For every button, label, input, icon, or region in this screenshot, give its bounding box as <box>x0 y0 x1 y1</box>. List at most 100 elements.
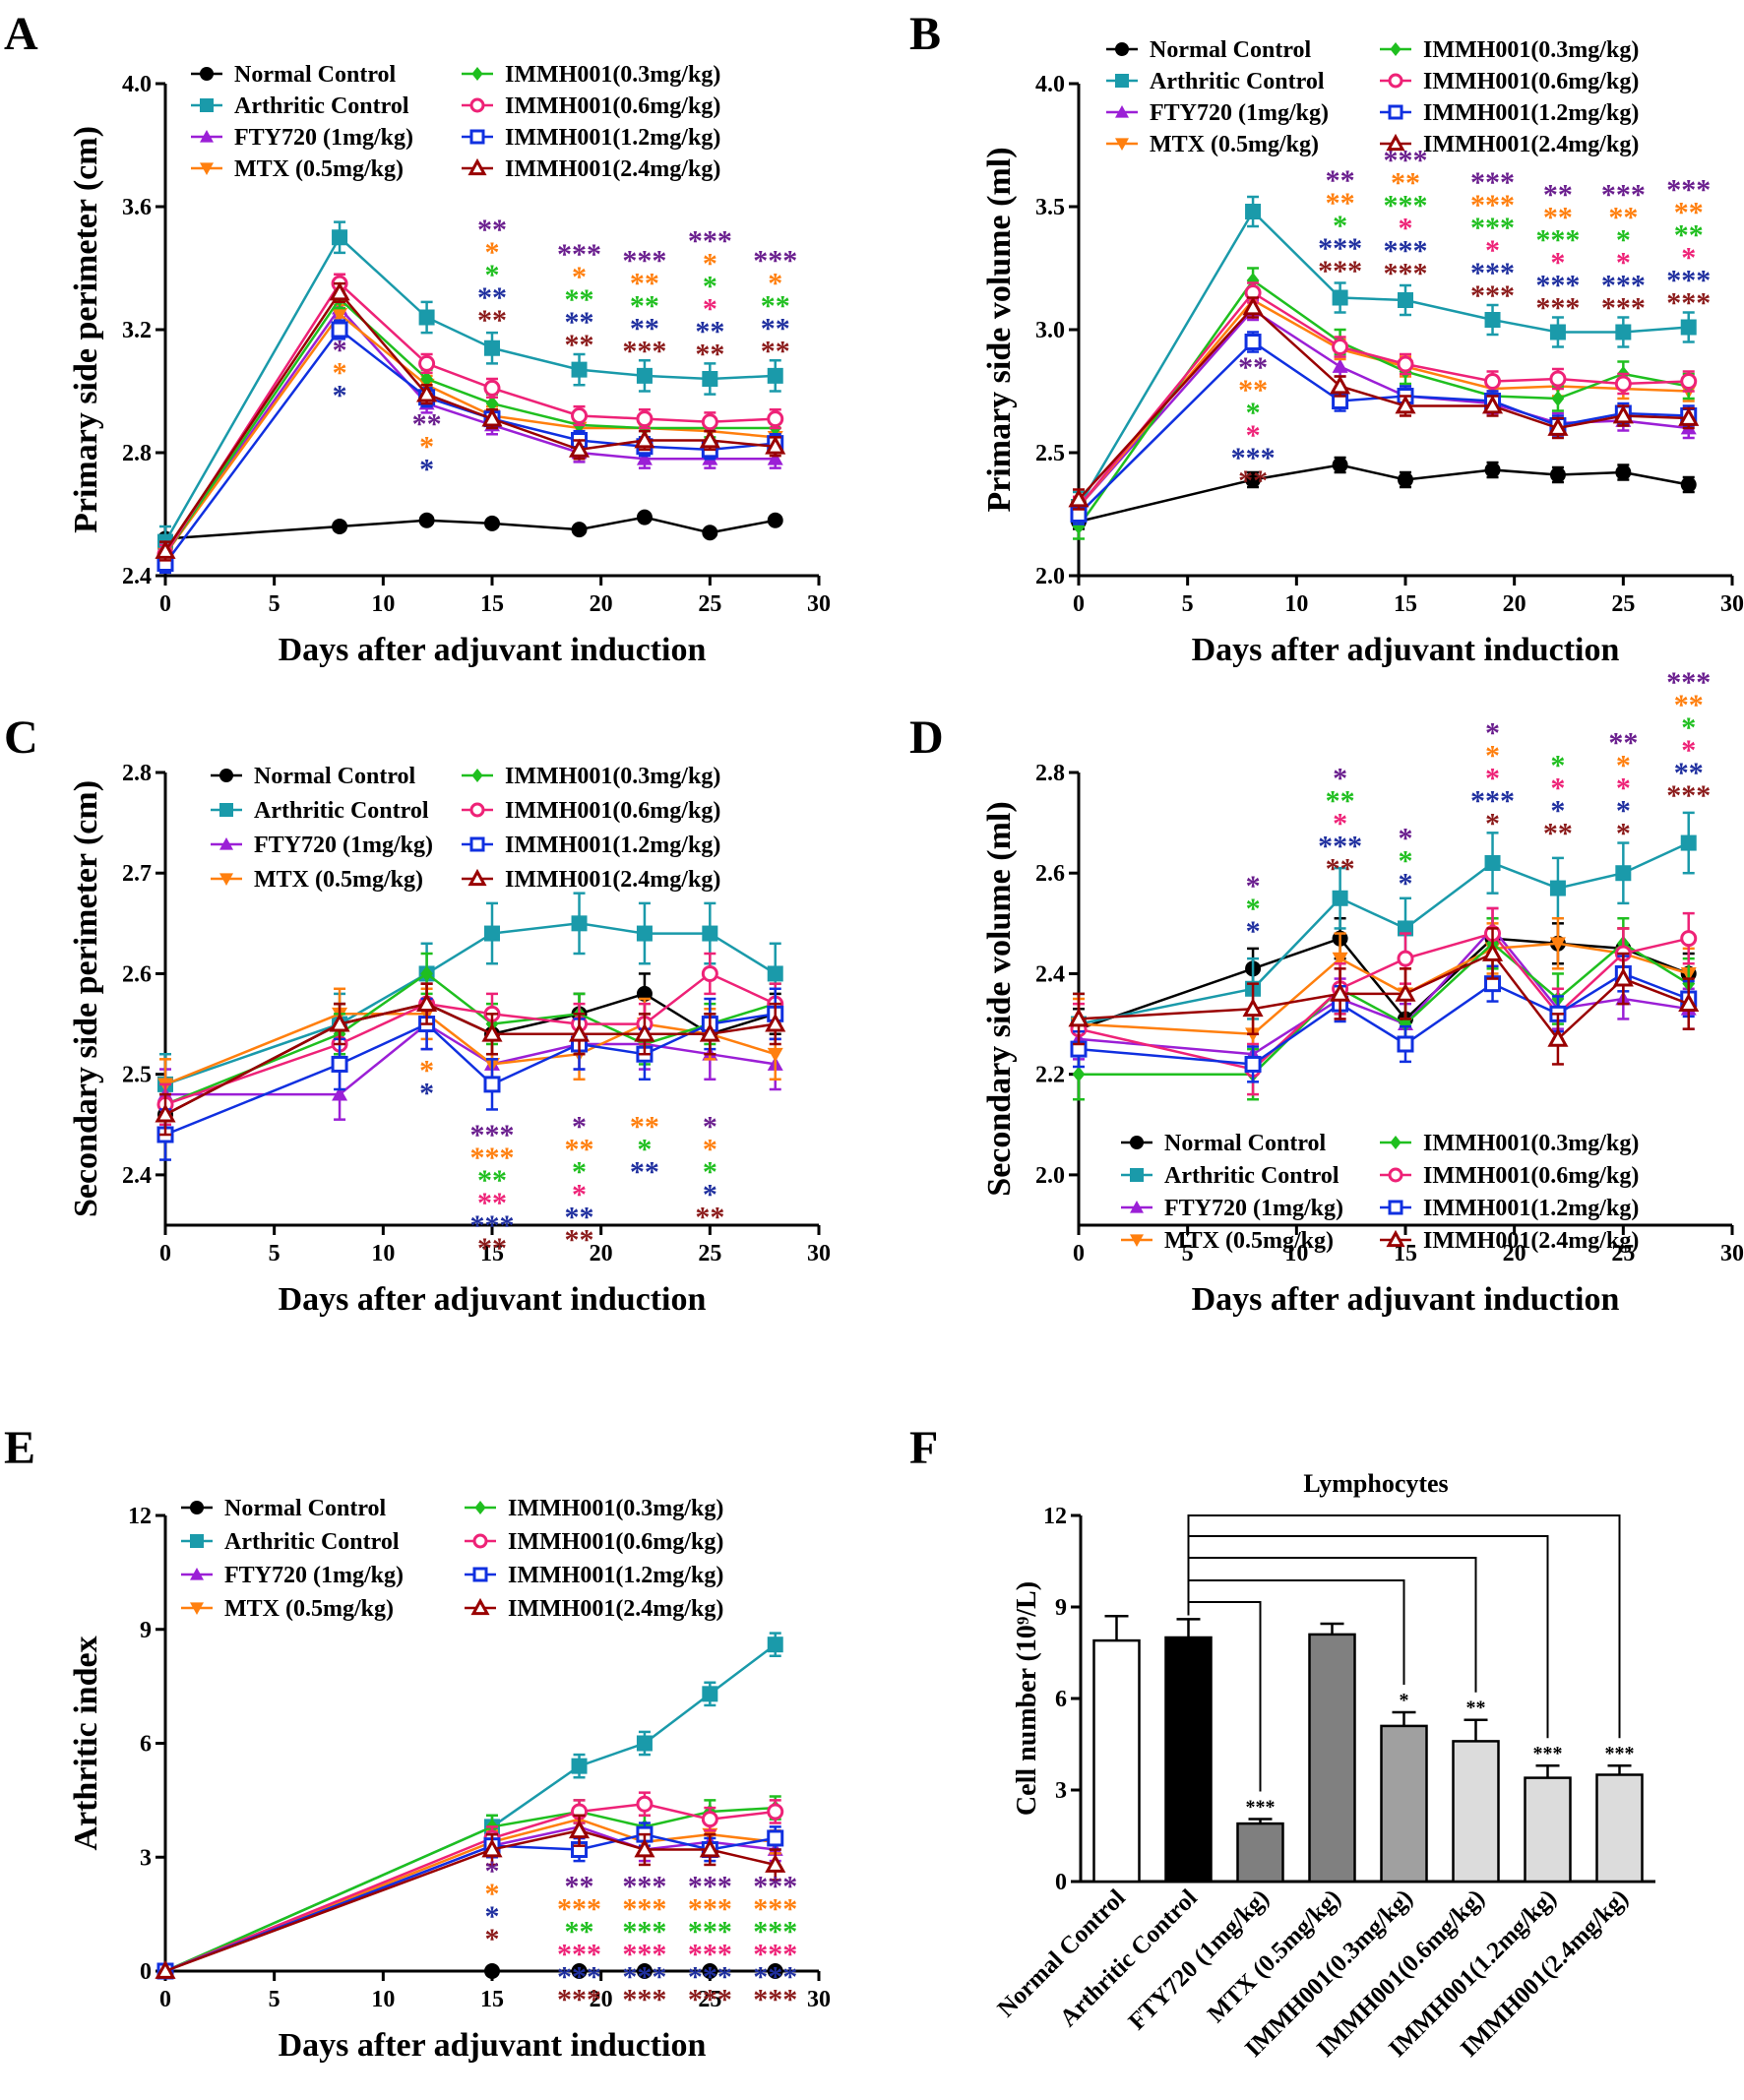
significance-stars: ** <box>761 312 790 344</box>
significance-stars: * <box>1485 762 1500 794</box>
legend-marker <box>219 873 233 886</box>
legend-marker <box>467 868 487 887</box>
series-line <box>163 312 776 555</box>
y-tick-label: 2.6 <box>1035 861 1065 887</box>
series-line <box>164 1806 776 1973</box>
significance-stars: *** <box>1318 255 1362 287</box>
legend-marker <box>190 1568 204 1580</box>
legend-label: MTX (0.5mg/kg) <box>1164 1228 1334 1254</box>
series-line <box>1078 340 1689 516</box>
significance-stars: ** <box>412 408 442 441</box>
significance-stars: ** <box>1466 1698 1486 1719</box>
significance-stars: ** <box>565 306 594 339</box>
data-point <box>1549 466 1566 483</box>
legend-marker <box>474 1501 486 1514</box>
data-point <box>1481 395 1504 414</box>
data-point <box>484 925 500 942</box>
series-line <box>164 922 777 1086</box>
data-point <box>1398 471 1413 488</box>
significance-stars: ** <box>1326 784 1355 817</box>
significance-stars: *** <box>753 1983 797 2015</box>
y-tick-label: 2.8 <box>1035 761 1065 786</box>
data-point <box>1397 950 1414 967</box>
significance-stars: ** <box>1674 197 1704 229</box>
x-tick-label: 0 <box>159 591 171 617</box>
data-point <box>568 438 591 458</box>
series-line <box>1078 972 1690 1066</box>
legend-label: MTX (0.5mg/kg) <box>224 1596 394 1622</box>
significance-stars: ** <box>477 1187 507 1219</box>
significance-stars: *** <box>1470 166 1515 199</box>
data-point <box>1072 1066 1086 1082</box>
data-point <box>702 1963 718 1979</box>
significance-stars: ** <box>565 1870 594 1902</box>
data-point <box>331 321 348 339</box>
significance-stars: * <box>1246 870 1261 902</box>
y-tick-label: 2.4 <box>122 1163 152 1189</box>
data-point <box>1397 1035 1414 1053</box>
legend-marker <box>1130 1201 1144 1213</box>
series-line <box>164 1002 776 1116</box>
significance-stars: * <box>768 267 782 299</box>
data-point <box>1242 296 1264 316</box>
significance-stars: ** <box>565 283 594 316</box>
significance-stars: *** <box>470 1119 515 1151</box>
data-point <box>636 367 653 384</box>
data-point <box>420 371 433 387</box>
x-tick-label: 10 <box>1284 591 1308 617</box>
data-point <box>767 1963 783 1979</box>
significance-stars: * <box>1550 750 1565 782</box>
significance-stars: * <box>333 335 347 367</box>
significance-stars: * <box>1550 247 1565 279</box>
legend-marker <box>200 162 214 175</box>
legend-label: IMMH001(1.2mg/kg) <box>1423 100 1639 126</box>
significance-stars: *** <box>622 1870 666 1902</box>
legend-label: IMMH001(2.4mg/kg) <box>505 867 720 893</box>
significance-stars: * <box>419 1054 434 1086</box>
data-point <box>155 1103 176 1123</box>
y-tick-label: 9 <box>140 1618 152 1643</box>
legend-marker <box>219 803 233 817</box>
series-line <box>164 1643 777 1973</box>
significance-stars: ** <box>1608 202 1638 234</box>
significance-stars: * <box>485 259 500 291</box>
significance-stars: *** <box>622 1960 666 1993</box>
data-point <box>1547 1027 1569 1047</box>
legend-label: Normal Control <box>1164 1131 1327 1156</box>
legend-label: IMMH001(1.2mg/kg) <box>508 1563 723 1588</box>
bar <box>1236 1822 1284 1884</box>
significance-stars: *** <box>1470 279 1515 312</box>
legend-label: Normal Control <box>1150 37 1312 63</box>
data-point <box>1549 880 1566 896</box>
data-point <box>1332 339 1349 355</box>
significance-stars: * <box>572 261 587 293</box>
comparison-bracket <box>1187 1514 1621 1739</box>
data-point <box>636 925 653 942</box>
significance-stars: * <box>333 357 347 390</box>
significance-stars: * <box>1550 772 1565 805</box>
data-point <box>568 1820 591 1839</box>
legend-label: IMMH001(0.6mg/kg) <box>505 798 720 824</box>
data-point <box>1481 942 1504 961</box>
data-point <box>1245 204 1262 219</box>
bar <box>1452 1740 1500 1884</box>
chart-title: Lymphocytes <box>1303 1469 1448 1498</box>
y-tick-label: 3.0 <box>1035 318 1065 343</box>
x-tick-label: 5 <box>269 1987 280 2012</box>
data-point <box>484 340 500 356</box>
x-tick-label: 25 <box>1611 1241 1635 1266</box>
data-point <box>331 1055 348 1073</box>
legend-marker <box>469 836 485 852</box>
significance-stars: *** <box>557 1892 601 1925</box>
significance-stars: * <box>703 1111 717 1143</box>
data-point <box>1068 1008 1090 1027</box>
legend-marker <box>472 1533 488 1549</box>
significance-stars: ** <box>1238 351 1268 384</box>
data-point <box>1332 358 1348 373</box>
bar <box>1595 1773 1644 1884</box>
significance-stars: * <box>572 1111 587 1143</box>
data-point <box>767 1803 784 1821</box>
legend-label: IMMH001(2.4mg/kg) <box>1423 132 1639 157</box>
significance-stars: ** <box>630 1156 659 1189</box>
data-point <box>1395 395 1416 414</box>
